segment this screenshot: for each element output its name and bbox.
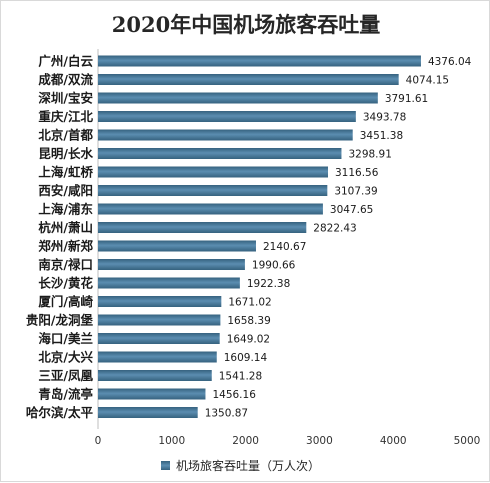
x-tick-label: 2000 (232, 435, 259, 447)
x-tick-label: 5000 (454, 435, 481, 447)
category-label: 郑州/新郑 (38, 239, 93, 254)
bar (98, 203, 323, 215)
value-label: 3107.39 (334, 186, 377, 198)
bar (98, 148, 342, 159)
category-label: 南京/禄口 (38, 257, 93, 272)
legend: 机场旅客吞吐量（万人次） (161, 457, 320, 474)
chart-title: 2020年中国机场旅客吞吐量 (111, 12, 381, 37)
value-label: 1609.14 (224, 352, 268, 364)
bar (98, 388, 206, 400)
category-label: 上海/浦东 (38, 202, 93, 217)
category-label: 成都/双流 (38, 72, 93, 87)
category-label: 西安/咸阳 (38, 183, 93, 198)
category-label: 贵阳/龙洞堡 (26, 313, 94, 328)
value-label: 4074.15 (406, 75, 449, 87)
value-label: 3047.65 (330, 204, 373, 216)
value-label: 3791.61 (385, 93, 428, 105)
x-tick-label: 0 (95, 435, 102, 447)
bar (98, 185, 328, 196)
bar (98, 240, 256, 252)
category-label: 重庆/江北 (38, 109, 93, 124)
bar (98, 129, 353, 141)
category-label: 杭州/萧山 (38, 220, 93, 235)
category-label: 海口/美兰 (38, 331, 93, 346)
bar (98, 74, 399, 85)
category-label: 三亚/凤凰 (38, 368, 93, 383)
bar (98, 333, 220, 344)
category-label: 青岛/流亭 (38, 387, 93, 402)
category-label: 上海/虹桥 (38, 165, 93, 180)
legend-label: 机场旅客吞吐量（万人次） (176, 459, 321, 473)
value-label: 2140.67 (263, 241, 306, 253)
legend-swatch (161, 461, 170, 470)
bar (98, 166, 329, 178)
value-label: 1541.28 (219, 371, 262, 383)
value-label: 1350.87 (205, 408, 248, 420)
x-tick-label: 4000 (380, 435, 407, 447)
category-label: 哈尔滨/太平 (26, 405, 94, 420)
value-label: 4376.04 (428, 56, 472, 68)
category-label: 长沙/黄花 (38, 276, 93, 291)
value-label: 1456.16 (212, 389, 256, 401)
value-label: 3451.38 (360, 130, 403, 142)
category-label: 北京/首都 (38, 128, 93, 143)
category-label: 深圳/宝安 (38, 91, 93, 106)
value-label: 2822.43 (313, 223, 356, 235)
value-label: 1922.38 (247, 278, 290, 290)
bar (98, 92, 378, 104)
bar (98, 111, 356, 122)
bar (98, 222, 307, 233)
bar (98, 259, 245, 270)
bar (98, 296, 222, 307)
value-label: 1658.39 (227, 315, 270, 327)
value-label: 1671.02 (228, 297, 271, 309)
value-label: 3116.56 (335, 167, 379, 179)
bar (98, 55, 421, 67)
value-label: 1990.66 (252, 260, 296, 272)
bar (98, 351, 217, 363)
category-label: 厦门/高崎 (38, 294, 93, 309)
x-tick-label: 1000 (158, 435, 185, 447)
x-tick-label: 3000 (306, 435, 333, 447)
category-label: 北京/大兴 (38, 350, 93, 365)
bar (98, 277, 240, 289)
value-label: 1649.02 (227, 334, 270, 346)
value-label: 3298.91 (348, 149, 391, 161)
category-label: 昆明/长水 (38, 146, 93, 161)
value-label: 3493.78 (363, 112, 406, 124)
bar (98, 370, 212, 381)
bar (98, 407, 198, 418)
bar (98, 314, 221, 326)
category-label: 广州/白云 (38, 54, 93, 69)
